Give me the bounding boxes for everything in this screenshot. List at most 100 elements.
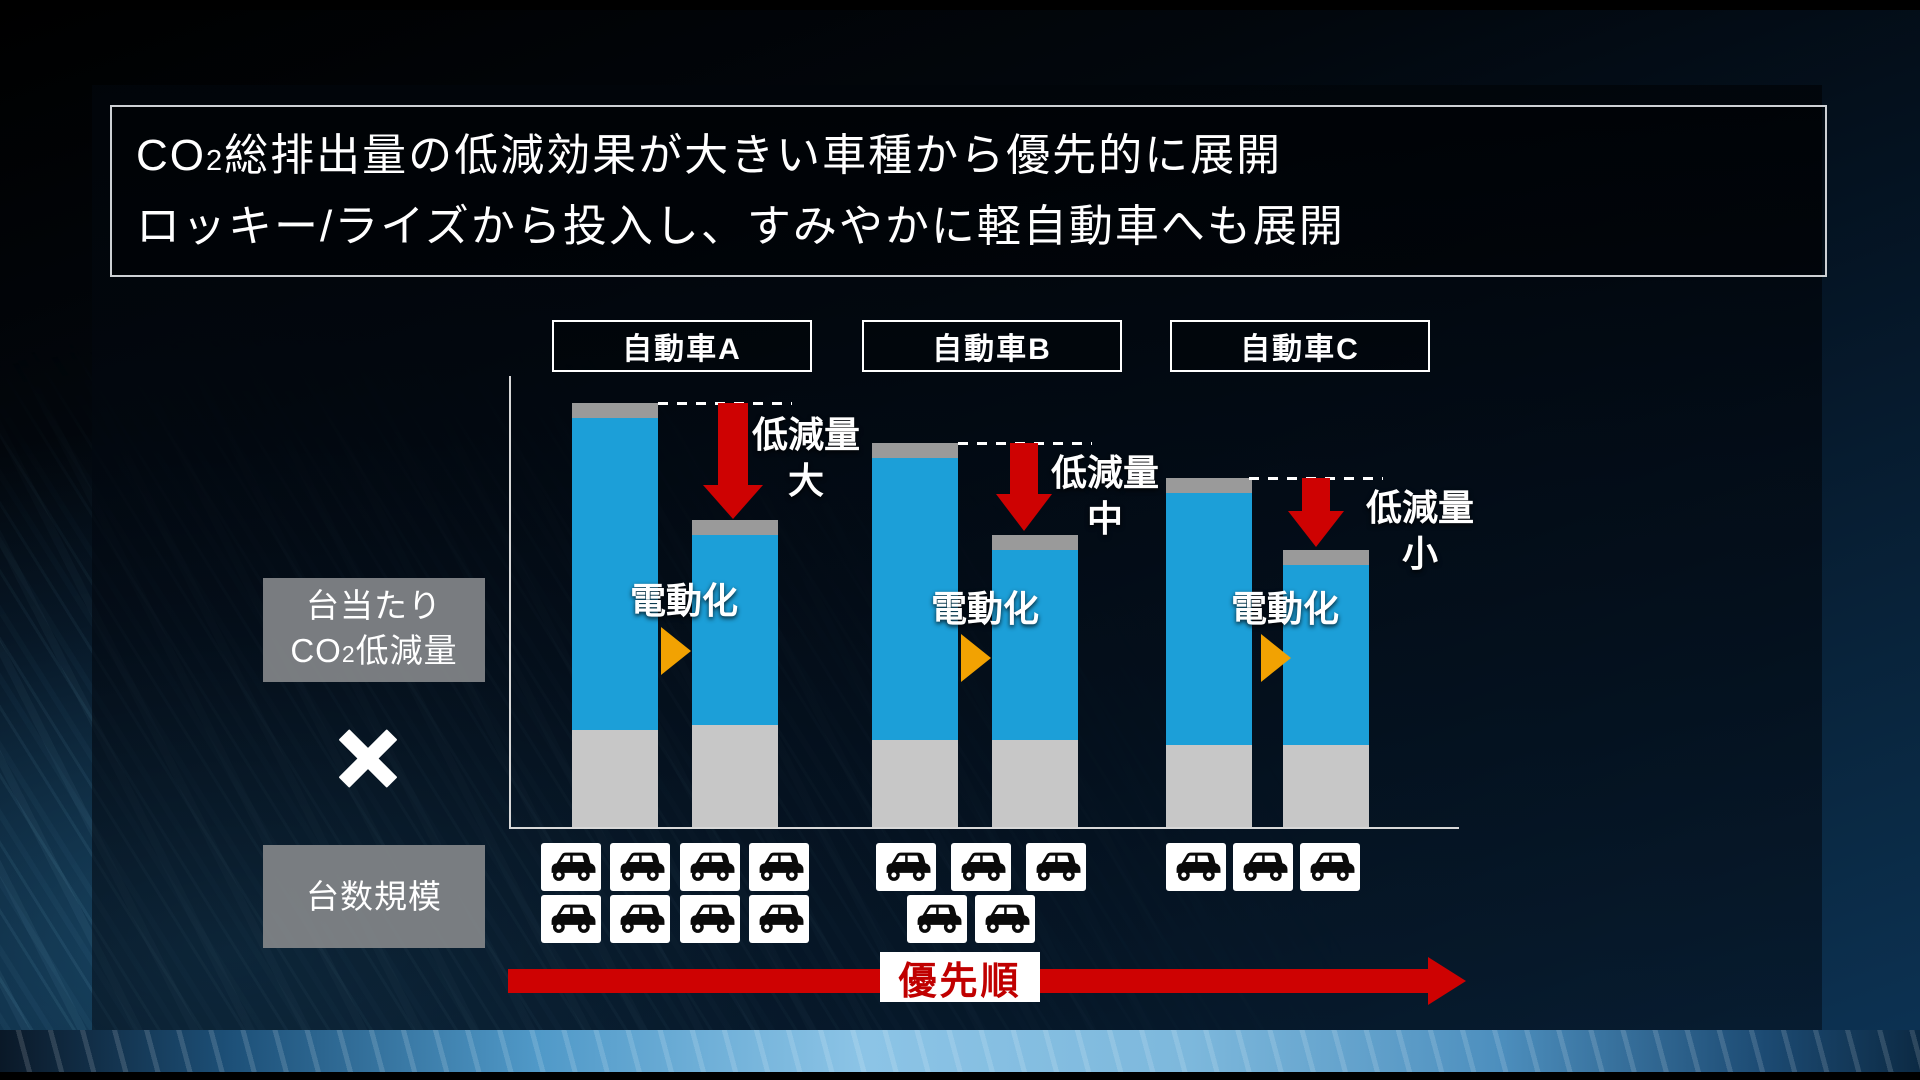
priority-label-box: 優先順	[880, 952, 1040, 1003]
car-icon	[680, 895, 740, 943]
bar-segment-co2	[1166, 493, 1252, 745]
electrification-label-a: 電動化	[629, 580, 738, 621]
bar-a-before	[572, 403, 658, 827]
bar-c-before	[1166, 478, 1252, 827]
reduction-amount-label-a: 低減量大	[741, 412, 871, 504]
reduction-arrow-head-b	[996, 494, 1052, 531]
car-icon	[541, 843, 601, 891]
reduction-label-text: 低減量	[751, 414, 860, 455]
bar-segment-base	[992, 740, 1078, 827]
priority-arrow-head	[1428, 957, 1466, 1005]
car-icon	[749, 843, 809, 891]
electrification-triangle-icon-a	[661, 627, 691, 675]
reduction-arrow-shaft-a	[718, 403, 748, 485]
reduction-arrow-head-c	[1288, 511, 1344, 547]
chart-x-axis	[509, 827, 1459, 829]
vehicle-label-c: 自動車C	[1170, 320, 1430, 372]
bar-c-after	[1283, 550, 1369, 827]
car-glyph	[551, 904, 596, 933]
car-icon	[876, 843, 936, 891]
car-icon	[975, 895, 1035, 943]
reduction-arrow-shaft-b	[1010, 443, 1038, 494]
car-glyph	[1036, 852, 1081, 881]
car-glyph	[551, 852, 596, 881]
vehicle-label-a: 自動車A	[552, 320, 812, 372]
bar-segment-co2	[992, 550, 1078, 740]
bottom-black-strip	[0, 1072, 1920, 1080]
car-icon	[1026, 843, 1086, 891]
electrification-triangle-icon-b	[961, 634, 991, 682]
bar-b-before	[872, 443, 958, 827]
title-line-2: ロッキー/ライズから投入し、すみやかに軽自動車へも展開	[136, 202, 1345, 251]
per-unit-label-line1: 台当たり	[306, 587, 442, 624]
car-icon	[1233, 843, 1293, 891]
reduction-size-text: 中	[1086, 498, 1123, 539]
car-icon	[1166, 843, 1226, 891]
car-glyph	[690, 852, 735, 881]
car-glyph	[759, 904, 804, 933]
car-icon	[1300, 843, 1360, 891]
bar-segment-co2	[1283, 565, 1369, 745]
electrification-label-b: 電動化	[930, 588, 1039, 629]
bar-segment-cap	[572, 403, 658, 418]
car-icon	[610, 895, 670, 943]
volume-scale-label: 台数規模	[263, 845, 485, 948]
bar-segment-cap	[872, 443, 958, 458]
co2-subscript: 2	[341, 641, 356, 667]
title-line-1: CO2総排出量の低減効果が大きい車種から優先的に展開	[136, 131, 1283, 180]
car-glyph	[961, 852, 1006, 881]
car-glyph	[1310, 852, 1355, 881]
bar-segment-cap	[692, 520, 778, 535]
reduction-size-text: 小	[1401, 533, 1438, 574]
car-glyph	[1176, 852, 1221, 881]
top-black-strip	[0, 0, 1920, 10]
car-icon	[610, 843, 670, 891]
priority-label-text: 優先順	[898, 960, 1022, 1003]
reduction-arrow-head-a	[703, 485, 763, 519]
electrification-label-c: 電動化	[1230, 588, 1339, 629]
reduction-arrow-shaft-c	[1302, 478, 1330, 511]
bar-segment-base	[572, 730, 658, 827]
bar-segment-base	[872, 740, 958, 827]
bar-segment-cap	[992, 535, 1078, 550]
reduction-label-text: 低減量	[1365, 487, 1474, 528]
bar-segment-base	[1166, 745, 1252, 827]
volume-label-text: 台数規模	[306, 878, 442, 915]
title-co2-subscript: 2	[206, 145, 225, 177]
car-icon	[749, 895, 809, 943]
chart-y-axis	[509, 376, 511, 829]
bar-segment-base	[692, 725, 778, 827]
bar-segment-co2	[872, 458, 958, 740]
bar-segment-cap	[1166, 478, 1252, 493]
car-glyph	[620, 904, 665, 933]
vehicle-label-b: 自動車B	[862, 320, 1122, 372]
bar-segment-base	[1283, 745, 1369, 827]
reduction-label-text: 低減量	[1050, 452, 1159, 493]
bar-a-after	[692, 520, 778, 827]
bottom-light-blue-band	[0, 1030, 1920, 1072]
multiply-icon	[336, 726, 400, 790]
electrification-triangle-icon-c	[1261, 634, 1291, 682]
car-glyph	[690, 904, 735, 933]
reduction-amount-label-c: 低減量小	[1355, 485, 1485, 577]
reduction-amount-label-b: 低減量中	[1040, 450, 1170, 542]
per-unit-label-line2: CO2低減量	[290, 632, 458, 669]
car-glyph	[985, 904, 1030, 933]
reduction-size-text: 大	[787, 460, 824, 501]
car-icon	[951, 843, 1011, 891]
bar-b-after	[992, 535, 1078, 827]
car-icon	[541, 895, 601, 943]
bar-segment-cap	[1283, 550, 1369, 565]
bar-segment-co2	[692, 535, 778, 725]
car-glyph	[886, 852, 931, 881]
car-glyph	[1243, 852, 1288, 881]
title-box: CO2総排出量の低減効果が大きい車種から優先的に展開 ロッキー/ライズから投入し…	[110, 105, 1827, 277]
car-glyph	[620, 852, 665, 881]
car-icon	[680, 843, 740, 891]
bar-segment-co2	[572, 418, 658, 730]
car-icon	[907, 895, 967, 943]
car-glyph	[759, 852, 804, 881]
per-unit-co2-reduction-label: 台当たり CO2低減量	[263, 578, 485, 682]
car-glyph	[917, 904, 962, 933]
